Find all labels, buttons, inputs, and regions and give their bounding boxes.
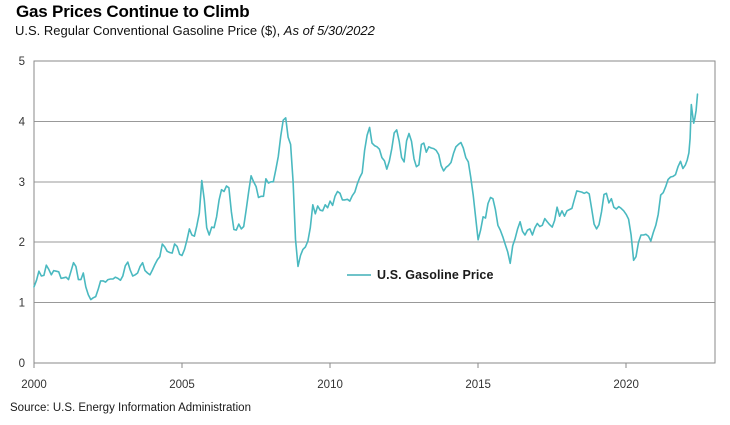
legend-label: U.S. Gasoline Price bbox=[377, 268, 494, 282]
y-axis-label-4: 4 bbox=[19, 116, 26, 128]
plot-border bbox=[33, 60, 716, 364]
chart-subtitle: U.S. Regular Conventional Gasoline Price… bbox=[15, 23, 375, 39]
page-title: Gas Prices Continue to Climb bbox=[16, 2, 250, 21]
chart-subtitle-main: U.S. Regular Conventional Gasoline Price… bbox=[15, 23, 284, 38]
y-axis-label-1: 1 bbox=[19, 298, 25, 310]
x-axis-label-2010: 2010 bbox=[317, 379, 343, 391]
y-axis-label-0: 0 bbox=[19, 358, 25, 370]
y-axis-label-5: 5 bbox=[19, 56, 25, 68]
x-axis-label-2000: 2000 bbox=[21, 379, 47, 391]
x-axis-label-2015: 2015 bbox=[465, 379, 491, 391]
source-note: Source: U.S. Energy Information Administ… bbox=[10, 402, 251, 414]
y-axis-label-2: 2 bbox=[19, 237, 25, 249]
legend: U.S. Gasoline Price bbox=[347, 268, 494, 282]
y-axis-label-3: 3 bbox=[19, 177, 25, 189]
x-axis-label-2020: 2020 bbox=[613, 379, 639, 391]
legend-line-swatch bbox=[347, 274, 371, 276]
chart-subtitle-asof: As of 5/30/2022 bbox=[283, 23, 375, 38]
x-axis-label-2005: 2005 bbox=[169, 379, 195, 391]
gasoline-price-line bbox=[33, 93, 699, 301]
